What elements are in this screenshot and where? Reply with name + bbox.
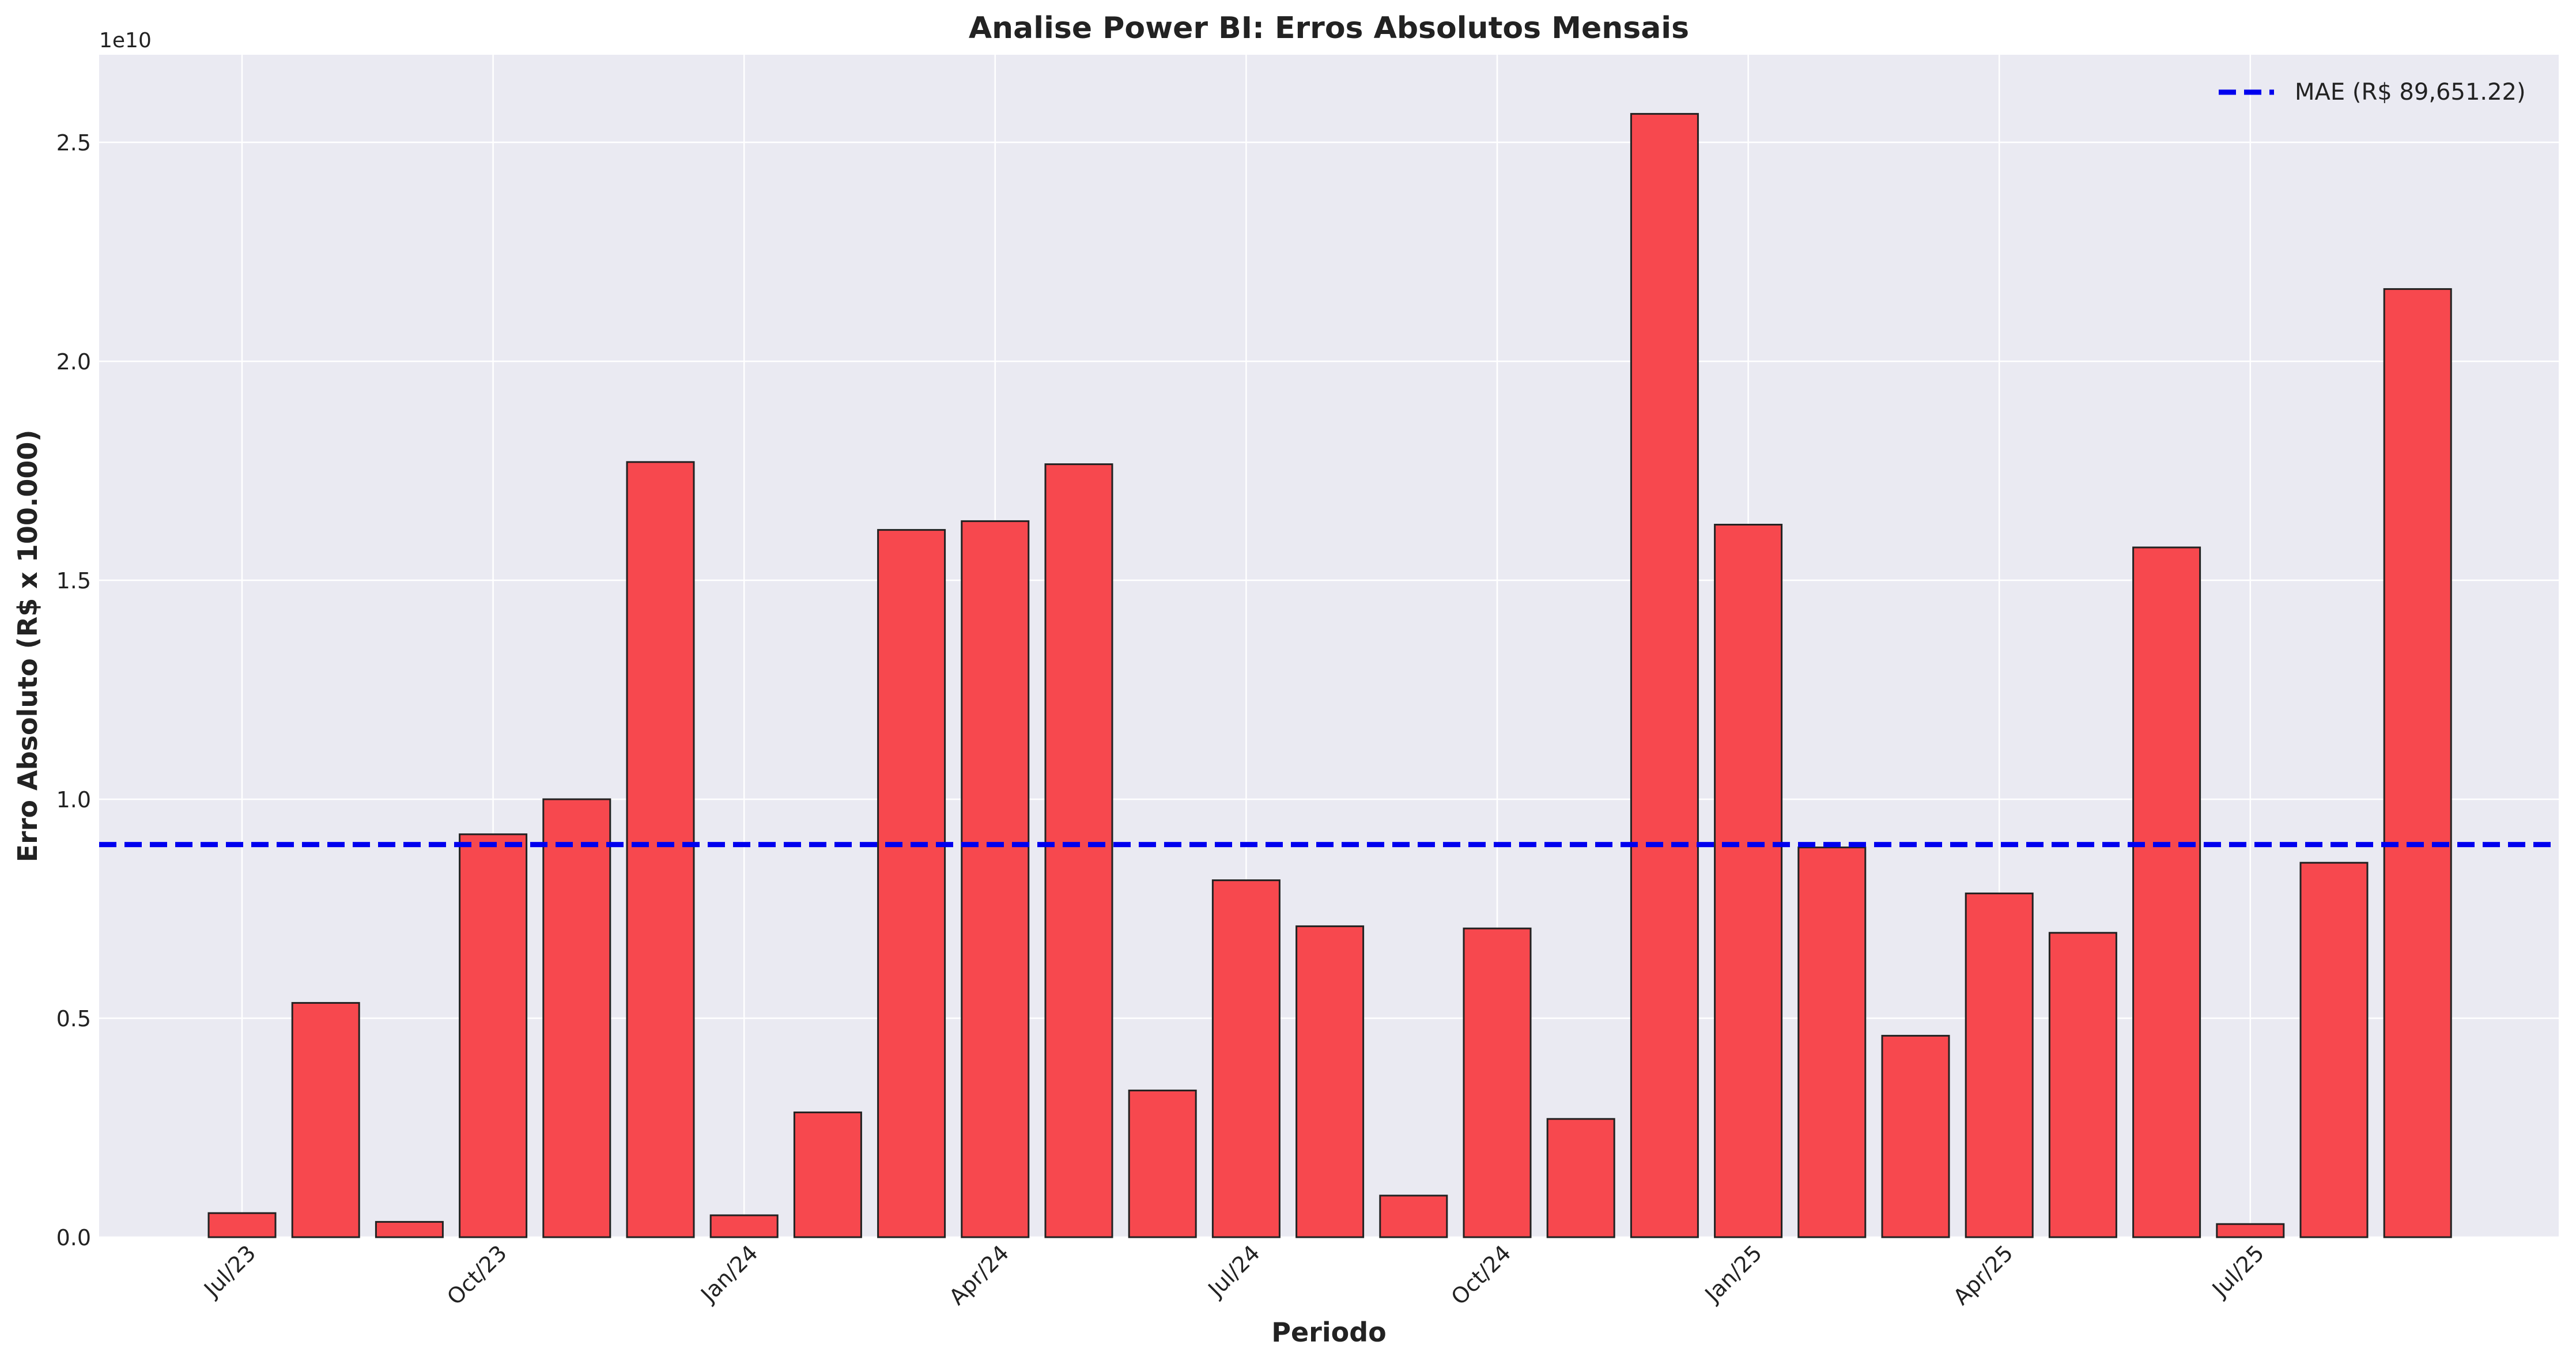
bar-2023-11: [542, 798, 611, 1238]
bar-2025-03: [1881, 1034, 1950, 1238]
x-axis-label: Periodo: [1271, 1317, 1387, 1348]
bar-2025-09: [2383, 288, 2452, 1238]
bar-2025-01: [1714, 523, 1783, 1238]
bar-2024-08: [1295, 925, 1365, 1238]
y-tick-label: 2.5: [56, 130, 91, 156]
bar-2025-04: [1965, 892, 2034, 1238]
bar-2024-09: [1379, 1195, 1448, 1238]
bar-2024-03: [877, 529, 946, 1238]
bar-2025-07: [2216, 1223, 2285, 1238]
y-axis-ticks: 0.0 0.5 1.0 1.5 2.0 2.5: [56, 130, 91, 1250]
legend: MAE (R$ 89,651.22): [2219, 79, 2526, 105]
bar-2024-04: [961, 520, 1030, 1238]
bar-2023-12: [626, 461, 695, 1238]
bar-2024-02: [793, 1111, 862, 1238]
bar-2023-07: [207, 1212, 277, 1238]
y-tick-label: 2.0: [56, 349, 91, 375]
y-tick-label: 0.5: [56, 1006, 91, 1031]
bar-2024-07: [1211, 879, 1281, 1238]
bar-2024-06: [1128, 1089, 1197, 1238]
bar-2025-05: [2048, 932, 2117, 1238]
bar-2023-08: [291, 1002, 360, 1238]
chart-title: Analise Power BI: Erros Absolutos Mensai…: [969, 11, 1689, 46]
y-tick-label: 0.0: [56, 1225, 91, 1250]
y-tick-label: 1.0: [56, 787, 91, 813]
bar-2023-09: [375, 1220, 444, 1238]
y-offset-label: 1e10: [99, 29, 152, 52]
y-axis-label: Erro Absoluto (R$ x 100.000): [12, 430, 43, 863]
bar-2025-08: [2299, 861, 2369, 1238]
legend-mae-label: MAE (R$ 89,651.22): [2295, 79, 2526, 105]
bar-2023-10: [459, 833, 528, 1238]
bar-2024-05: [1044, 463, 1113, 1238]
bar-2025-02: [1797, 847, 1867, 1238]
bars: [207, 113, 2452, 1238]
bar-2024-01: [709, 1214, 779, 1238]
bar-2024-10: [1463, 927, 1532, 1238]
y-tick-label: 1.5: [56, 568, 91, 594]
bar-2024-11: [1546, 1118, 1615, 1238]
bar-2025-06: [2132, 546, 2201, 1238]
bar-2024-12: [1630, 113, 1699, 1238]
